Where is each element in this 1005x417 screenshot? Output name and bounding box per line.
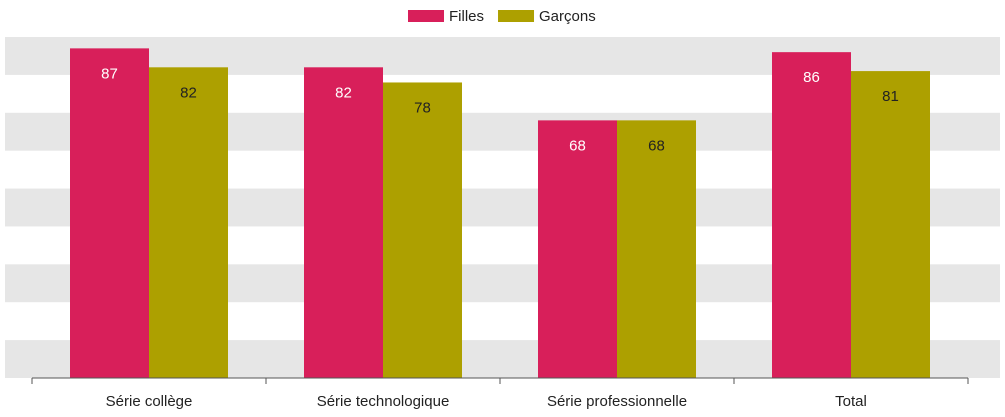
value-label: 78 — [414, 99, 431, 116]
x-tick-label: Série professionnelle — [547, 393, 687, 410]
bar — [772, 52, 851, 379]
value-label: 68 — [648, 137, 665, 154]
bar — [617, 120, 696, 378]
value-label: 82 — [180, 84, 197, 101]
value-label: 82 — [335, 84, 352, 101]
bar — [383, 82, 462, 378]
value-label: 68 — [569, 137, 586, 154]
bar — [70, 48, 149, 378]
legend-swatch — [408, 10, 444, 22]
bar — [304, 67, 383, 379]
x-tick-label: Série collège — [106, 393, 193, 410]
value-label: 81 — [882, 88, 899, 105]
bar — [538, 120, 617, 378]
value-label: 87 — [101, 65, 118, 82]
x-tick-label: Série technologique — [317, 393, 450, 410]
x-tick-label: Total — [835, 393, 867, 410]
legend-label: Garçons — [539, 8, 596, 25]
legend-swatch — [498, 10, 535, 22]
bar — [149, 67, 228, 379]
legend-label: Filles — [449, 8, 484, 25]
value-label: 86 — [803, 69, 820, 86]
bar — [851, 71, 930, 378]
